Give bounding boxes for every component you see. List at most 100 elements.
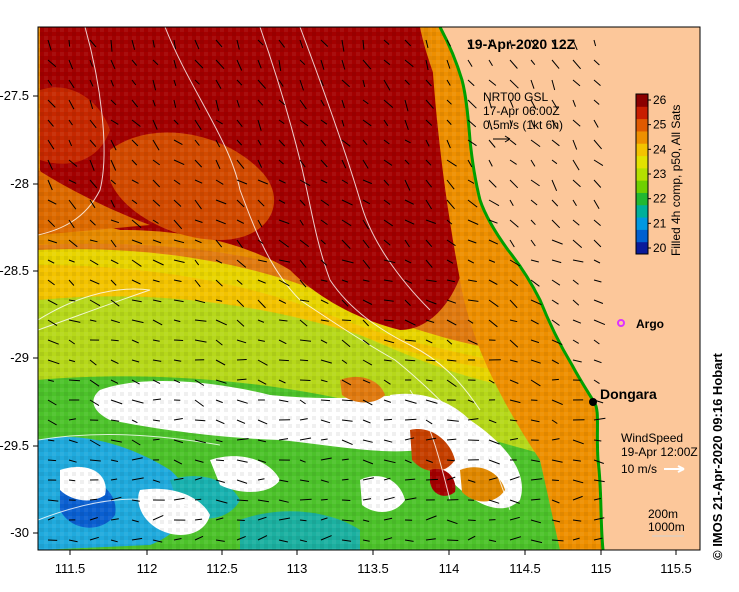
- current-vector: [341, 458, 349, 461]
- current-vector: [89, 139, 97, 148]
- current-vector: [257, 319, 265, 323]
- current-vector: [362, 79, 366, 88]
- current-vector: [110, 419, 120, 422]
- current-vector: [278, 119, 285, 125]
- current-vector: [425, 59, 429, 71]
- current-vector: [488, 299, 499, 308]
- current-vector: [173, 119, 179, 125]
- current-vector: [425, 399, 438, 404]
- current-vector: [47, 499, 59, 502]
- current-vector: [215, 379, 227, 384]
- current-vector: [530, 379, 541, 387]
- current-vector: [530, 259, 539, 263]
- current-vector: [551, 99, 558, 110]
- current-vector: [152, 479, 161, 483]
- current-vector: [320, 199, 330, 206]
- current-vector: [278, 39, 285, 48]
- current-vector: [257, 459, 266, 463]
- current-vector: [68, 99, 75, 110]
- current-vector: [467, 119, 477, 128]
- current-vector: [425, 79, 432, 87]
- current-vector: [47, 119, 54, 127]
- current-vector: [509, 159, 517, 165]
- current-vector: [236, 59, 243, 71]
- current-vector: [257, 499, 269, 503]
- current-vector: [593, 459, 604, 464]
- current-vector: [215, 139, 221, 148]
- current-vector: [215, 279, 223, 287]
- current-vector: [572, 319, 582, 324]
- current-vector: [467, 339, 478, 345]
- current-vector: [446, 259, 454, 264]
- current-vector: [194, 299, 206, 304]
- current-vector: [89, 119, 97, 129]
- current-vector: [173, 39, 177, 50]
- current-vector: [551, 319, 560, 326]
- current-vector: [257, 359, 268, 366]
- current-vector: [89, 379, 100, 387]
- current-vector: [236, 179, 248, 185]
- current-vector: [47, 159, 53, 170]
- current-vector: [467, 79, 475, 87]
- current-vector: [362, 219, 370, 230]
- current-vector: [446, 299, 457, 304]
- current-vector: [173, 299, 184, 303]
- current-vector: [320, 299, 329, 305]
- current-vector: [572, 39, 578, 51]
- current-vector: [446, 119, 452, 125]
- current-vector: [467, 319, 474, 324]
- current-vector: [131, 419, 138, 424]
- current-vector: [593, 179, 602, 188]
- current-vector: [383, 459, 396, 464]
- current-vector: [467, 199, 478, 208]
- current-vector: [467, 479, 476, 483]
- current-vector: [341, 379, 352, 386]
- current-vector: [446, 539, 459, 541]
- current-vector: [89, 79, 94, 87]
- current-vector: [278, 139, 286, 147]
- current-vector: [131, 359, 140, 363]
- current-vector: [404, 239, 410, 248]
- current-vector: [257, 516, 267, 521]
- current-vector: [404, 159, 410, 165]
- contour-1000m-label: 1000m: [648, 520, 685, 534]
- y-tick-label: -27.5: [0, 88, 29, 103]
- current-vector: [47, 299, 58, 306]
- colorbar-segment: [636, 155, 648, 169]
- current-vector: [383, 119, 389, 127]
- current-vector: [467, 179, 475, 184]
- current-vector: [173, 418, 183, 421]
- current-legend-model: NRT00 GSL: [483, 90, 548, 104]
- current-vector: [236, 279, 243, 285]
- current-vector: [110, 79, 114, 87]
- current-vector: [152, 59, 159, 66]
- current-vector: [593, 339, 600, 345]
- wind-legend-scale: 10 m/s: [621, 462, 657, 476]
- current-vector: [404, 99, 409, 112]
- current-vector: [173, 79, 177, 86]
- contour-legend: 200m 1000m: [648, 507, 685, 537]
- current-vector: [551, 539, 564, 542]
- current-vector: [68, 239, 78, 248]
- current-vector: [215, 79, 222, 90]
- current-vector: [362, 139, 368, 146]
- current-vector: [530, 199, 538, 206]
- current-vector: [236, 519, 245, 521]
- current-vector: [278, 219, 290, 225]
- current-vector: [299, 479, 310, 482]
- current-vector: [593, 537, 603, 541]
- current-vector: [110, 199, 116, 208]
- current-vector: [131, 99, 139, 108]
- current-vector: [257, 299, 266, 309]
- current-vector: [173, 139, 183, 146]
- current-vector: [341, 79, 350, 88]
- current-vector: [131, 59, 138, 66]
- current-vector: [425, 478, 439, 481]
- current-vector: [446, 59, 451, 69]
- current-vector: [236, 438, 249, 441]
- map-title: 19-Apr-2020 12Z: [467, 36, 576, 52]
- current-vector: [467, 535, 476, 541]
- current-vector: [215, 159, 221, 170]
- current-vector: [257, 59, 262, 69]
- current-vector: [572, 99, 576, 107]
